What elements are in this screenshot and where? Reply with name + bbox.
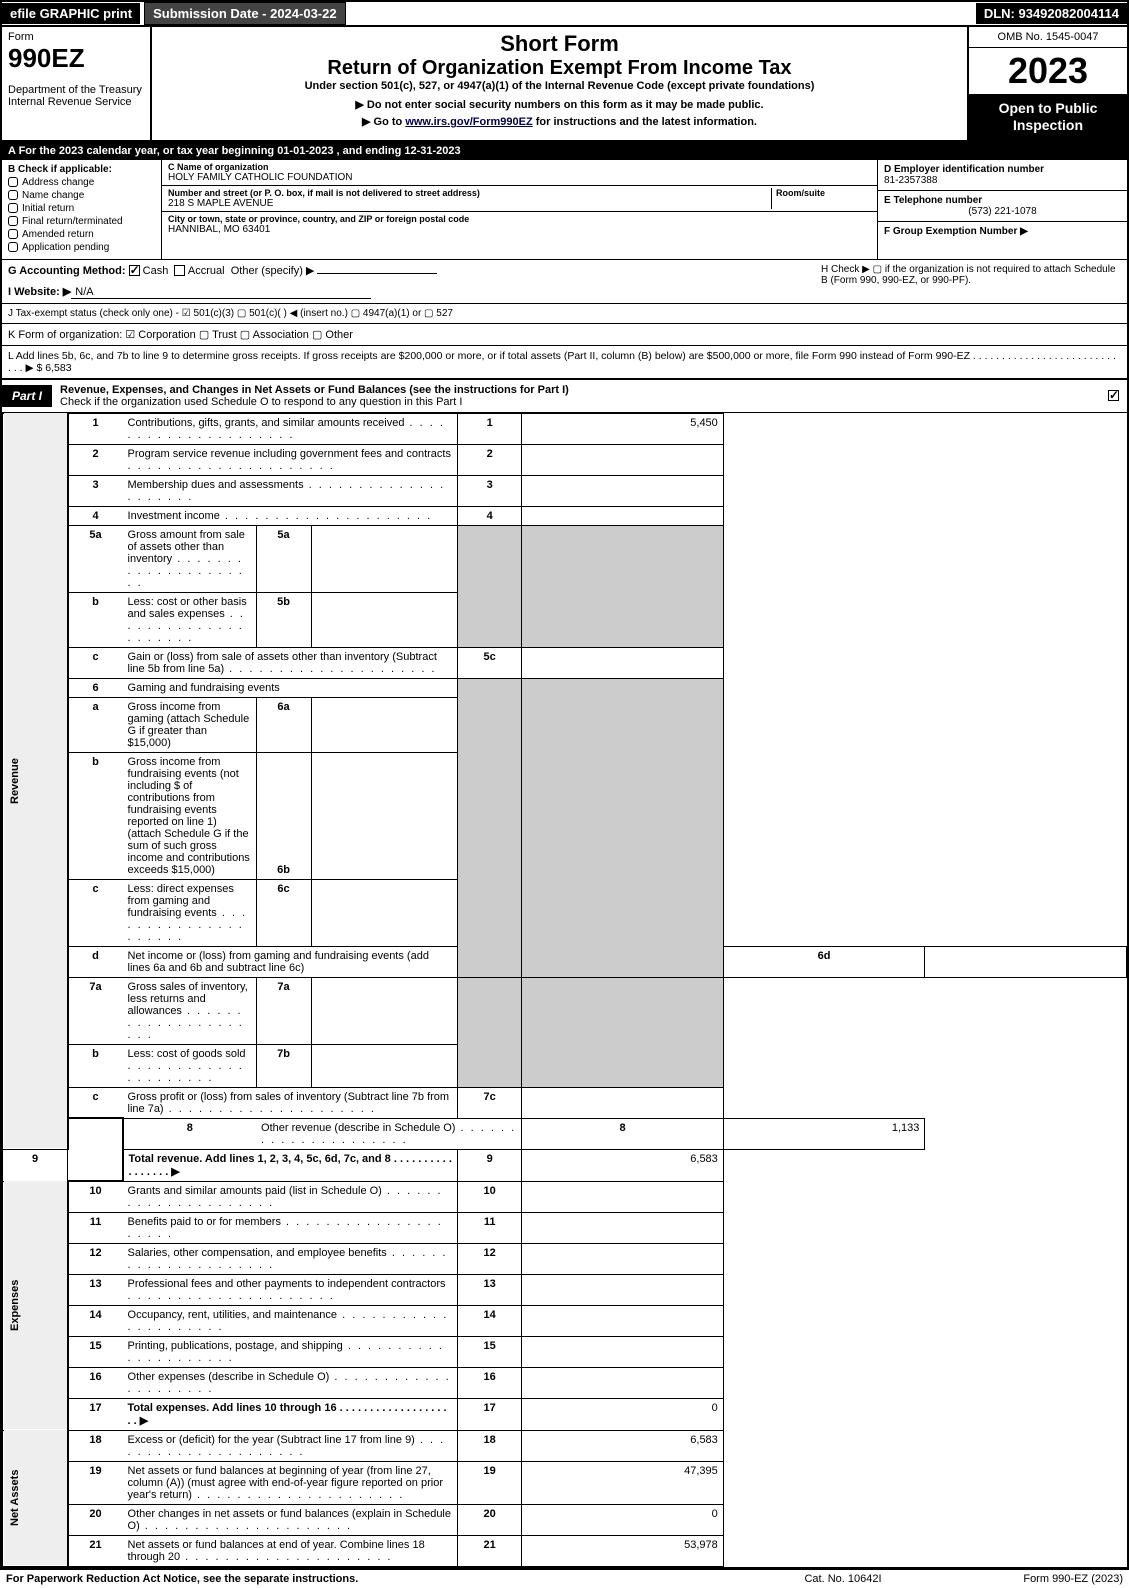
group-exemption-cell: F Group Exemption Number ▶	[878, 222, 1127, 241]
part-1-title: Revenue, Expenses, and Changes in Net As…	[52, 380, 1100, 412]
amt-18: 6,583	[522, 1430, 724, 1461]
chk-final-return[interactable]: Final return/terminated	[8, 216, 155, 227]
entity-section: B Check if applicable: Address change Na…	[2, 160, 1127, 260]
tel-value: (573) 221-1078	[884, 206, 1121, 217]
header-right: OMB No. 1545-0047 2023 Open to Public In…	[967, 27, 1127, 140]
street-label: Number and street (or P. O. box, if mail…	[168, 188, 771, 198]
submission-date: Submission Date - 2024-03-22	[144, 2, 346, 25]
part-1-sub: Check if the organization used Schedule …	[60, 396, 462, 408]
ein-value: 81-2357388	[884, 175, 1121, 186]
section-b-label: B Check if applicable:	[8, 164, 155, 175]
form-word: Form	[8, 31, 144, 43]
efile-print-label[interactable]: efile GRAPHIC print	[2, 3, 140, 24]
sidebar-expenses: Expenses	[3, 1181, 68, 1430]
other-specify: Other (specify) ▶	[231, 265, 315, 277]
dept-treasury: Department of the Treasury	[8, 84, 144, 96]
header-left: Form 990EZ Department of the Treasury In…	[2, 27, 152, 140]
part-1-schedule-o-check[interactable]	[1100, 386, 1127, 406]
ssn-warning: ▶ Do not enter social security numbers o…	[160, 98, 959, 111]
chk-accrual[interactable]	[174, 265, 185, 276]
website-value: N/A	[71, 286, 371, 299]
ein-label: D Employer identification number	[884, 164, 1121, 175]
org-name: HOLY FAMILY CATHOLIC FOUNDATION	[168, 172, 871, 183]
city-label: City or town, state or province, country…	[168, 214, 871, 224]
form-ref: Form 990-EZ (2023)	[943, 1573, 1123, 1585]
tax-year: 2023	[969, 48, 1127, 94]
short-form-title: Short Form	[160, 31, 959, 57]
section-c: C Name of organization HOLY FAMILY CATHO…	[162, 160, 877, 259]
omb-number: OMB No. 1545-0047	[969, 27, 1127, 48]
sidebar-revenue: Revenue	[3, 413, 68, 1149]
city-state-zip: HANNIBAL, MO 63401	[168, 224, 871, 235]
chk-initial-return[interactable]: Initial return	[8, 203, 155, 214]
org-name-cell: C Name of organization HOLY FAMILY CATHO…	[162, 160, 877, 186]
line-l: L Add lines 5b, 6c, and 7b to line 9 to …	[2, 346, 1127, 379]
chk-application-pending[interactable]: Application pending	[8, 242, 155, 253]
chk-cash[interactable]	[129, 265, 140, 276]
chk-name-change[interactable]: Name change	[8, 190, 155, 201]
goto-post: for instructions and the latest informat…	[533, 116, 757, 128]
ein-cell: D Employer identification number 81-2357…	[878, 160, 1127, 191]
amt-9: 6,583	[522, 1149, 724, 1181]
section-def: D Employer identification number 81-2357…	[877, 160, 1127, 259]
chk-address-change[interactable]: Address change	[8, 177, 155, 188]
goto-instructions: ▶ Go to www.irs.gov/Form990EZ for instru…	[160, 115, 959, 128]
part-1-header: Part I Revenue, Expenses, and Changes in…	[2, 379, 1127, 413]
dln-label: DLN: 93492082004114	[976, 3, 1127, 24]
cat-no: Cat. No. 10642I	[743, 1573, 943, 1585]
header-center: Short Form Return of Organization Exempt…	[152, 27, 967, 140]
amt-8: 1,133	[723, 1118, 925, 1149]
line-k: K Form of organization: ☑ Corporation ▢ …	[2, 324, 1127, 346]
form-990ez: efile GRAPHIC print Submission Date - 20…	[0, 0, 1129, 1569]
irs-link[interactable]: www.irs.gov/Form990EZ	[405, 116, 532, 128]
line-g-label: G Accounting Method:	[8, 265, 126, 277]
under-section: Under section 501(c), 527, or 4947(a)(1)…	[160, 80, 959, 92]
line-g-h-row: G Accounting Method: Cash Accrual Other …	[2, 260, 1127, 304]
street-address: 218 S MAPLE AVENUE	[168, 198, 771, 209]
form-header: Form 990EZ Department of the Treasury In…	[2, 27, 1127, 142]
line-h: H Check ▶ ▢ if the organization is not r…	[821, 264, 1121, 299]
open-inspection: Open to Public Inspection	[969, 94, 1127, 140]
group-exemption-label: F Group Exemption Number ▶	[884, 226, 1028, 237]
amt-19: 47,395	[522, 1461, 724, 1504]
goto-pre: ▶ Go to	[362, 116, 405, 128]
amt-20: 0	[522, 1504, 724, 1535]
form-number: 990EZ	[8, 43, 144, 74]
amt-1: 5,450	[522, 413, 724, 444]
street-cell: Number and street (or P. O. box, if mail…	[162, 186, 877, 212]
amt-17: 0	[522, 1398, 724, 1430]
tel-cell: E Telephone number (573) 221-1078	[878, 191, 1127, 222]
chk-amended-return[interactable]: Amended return	[8, 229, 155, 240]
paperwork-notice: For Paperwork Reduction Act Notice, see …	[6, 1573, 743, 1585]
line-i: I Website: ▶N/A	[8, 285, 801, 299]
tel-label: E Telephone number	[884, 195, 1121, 206]
section-b: B Check if applicable: Address change Na…	[2, 160, 162, 259]
part-1-tab: Part I	[2, 385, 52, 407]
line-g: G Accounting Method: Cash Accrual Other …	[8, 264, 801, 299]
line-i-label: I Website: ▶	[8, 286, 71, 298]
irs-label: Internal Revenue Service	[8, 96, 144, 108]
room-label: Room/suite	[776, 188, 871, 198]
top-bar: efile GRAPHIC print Submission Date - 20…	[2, 2, 1127, 27]
part-1-table: Revenue 1Contributions, gifts, grants, a…	[2, 413, 1127, 1567]
city-cell: City or town, state or province, country…	[162, 212, 877, 237]
sidebar-net-assets: Net Assets	[3, 1430, 68, 1566]
org-name-label: C Name of organization	[168, 162, 871, 172]
line-j: J Tax-exempt status (check only one) - ☑…	[2, 304, 1127, 324]
line-a-tax-year: A For the 2023 calendar year, or tax yea…	[2, 142, 1127, 160]
return-title: Return of Organization Exempt From Incom…	[160, 57, 959, 80]
amt-21: 53,978	[522, 1535, 724, 1566]
page-footer: For Paperwork Reduction Act Notice, see …	[0, 1569, 1129, 1588]
